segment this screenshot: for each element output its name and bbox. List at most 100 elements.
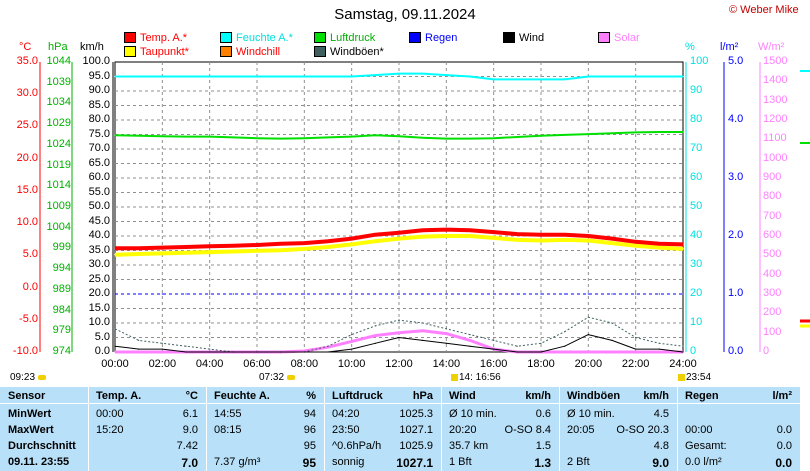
tick-temp: 25.0 bbox=[16, 119, 38, 132]
cell-value: 1.3 bbox=[534, 456, 551, 470]
data-point-tempa bbox=[351, 237, 353, 240]
data-point-taupunkt bbox=[114, 254, 116, 256]
data-point-wind bbox=[327, 351, 329, 353]
data-point-feuchtea bbox=[232, 75, 234, 78]
sun-icon bbox=[37, 375, 46, 380]
data-point-windben bbox=[161, 342, 163, 344]
tick-temp: 20.0 bbox=[16, 151, 38, 164]
tick-humidity: 20 bbox=[690, 287, 703, 299]
col-unit: km/h bbox=[643, 390, 669, 402]
tick-wind: 85.0 bbox=[88, 98, 110, 111]
data-point-feuchtea bbox=[398, 73, 400, 75]
data-point-luftdruck bbox=[161, 135, 163, 137]
data-point-feuchtea bbox=[114, 75, 116, 78]
tick-wind: 0.0 bbox=[94, 345, 110, 357]
tick-pressure: 984 bbox=[52, 303, 71, 316]
data-point-wind bbox=[658, 348, 660, 350]
tick-rain: 1.0 bbox=[728, 287, 744, 299]
data-point-solar bbox=[611, 351, 613, 353]
data-point-regen bbox=[232, 293, 234, 295]
data-point-windben bbox=[445, 328, 447, 330]
tick-rain: 4.0 bbox=[728, 113, 744, 125]
legend-label-windchill: Windchill bbox=[236, 45, 281, 58]
legend-item-solar: Solar bbox=[598, 31, 640, 44]
data-point-regen bbox=[209, 293, 211, 295]
tick-x: 18:00 bbox=[527, 358, 555, 370]
data-point-feuchtea bbox=[351, 75, 353, 78]
tick-pressure: 1019 bbox=[46, 158, 71, 171]
legend-item-dewpoint: Taupunkt* bbox=[124, 45, 189, 58]
legend: Temp. A.* Feuchte A.* Luftdruck Regen Wi… bbox=[0, 31, 760, 59]
data-point-feuchtea bbox=[280, 75, 282, 78]
cell-value: 7.42 bbox=[176, 440, 198, 452]
data-point-feuchtea bbox=[469, 75, 471, 78]
cell-value: 1.5 bbox=[535, 440, 551, 452]
cell-value: 1027.1 bbox=[396, 456, 433, 470]
row-label-min: MinWert bbox=[8, 408, 52, 420]
tick-humidity: 60 bbox=[690, 171, 703, 183]
col-header: Windböen bbox=[567, 390, 621, 402]
tick-solar: 1400 bbox=[763, 74, 788, 87]
cell-value: 4.5 bbox=[653, 408, 669, 420]
data-point-regen bbox=[398, 293, 400, 295]
legend-swatch-windchill bbox=[220, 46, 232, 57]
data-point-luftdruck bbox=[303, 137, 305, 139]
cell-value: 4.8 bbox=[653, 440, 669, 452]
data-point-taupunkt bbox=[445, 235, 447, 237]
data-point-feuchtea bbox=[185, 75, 187, 78]
legend-item-wind: Wind bbox=[503, 31, 544, 44]
data-point-regen bbox=[256, 293, 258, 295]
data-point-regen bbox=[185, 293, 187, 295]
cell-label: 20:05 bbox=[567, 424, 595, 436]
cell-label: 23:50 bbox=[332, 424, 360, 436]
data-point-tempa bbox=[682, 243, 684, 245]
cell-value: 9.0 bbox=[182, 424, 198, 436]
tick-x: 12:00 bbox=[385, 358, 413, 370]
data-point-regen bbox=[587, 293, 589, 295]
legend-label-gusts: Windböen* bbox=[330, 45, 384, 58]
data-point-regen bbox=[493, 293, 495, 295]
cell-value: 1025.9 bbox=[399, 440, 433, 452]
data-point-regen bbox=[422, 293, 424, 295]
unit-solar: W/m² bbox=[758, 41, 785, 53]
data-point-taupunkt bbox=[351, 243, 353, 245]
tick-temp: -10.0 bbox=[12, 345, 38, 357]
legend-item-gusts: Windböen* bbox=[314, 45, 384, 58]
data-point-wind bbox=[540, 351, 542, 353]
data-point-solar bbox=[327, 346, 329, 348]
legend-label-humidity: Feuchte A.* bbox=[236, 31, 293, 44]
tick-wind: 15.0 bbox=[88, 301, 110, 314]
row-label-sensor: Sensor bbox=[8, 390, 46, 402]
legend-swatch-temp bbox=[124, 32, 136, 43]
cell-value: O-SO 8.4 bbox=[504, 424, 551, 436]
tick-temp: 0.0 bbox=[22, 280, 38, 293]
unit-rain: l/m² bbox=[720, 41, 739, 53]
tick-pressure: 1014 bbox=[46, 179, 71, 192]
cell-label: Gesamt: bbox=[685, 440, 727, 452]
data-point-taupunkt bbox=[209, 251, 211, 253]
cell-label: 7.37 g/m³ bbox=[214, 456, 261, 468]
cell-label: 0.0 l/m² bbox=[685, 456, 722, 468]
data-point-tempa bbox=[303, 242, 305, 244]
data-point-wind bbox=[398, 336, 400, 339]
data-point-taupunkt bbox=[303, 248, 305, 250]
row-label-current: 09.11. 23:55 bbox=[8, 456, 70, 468]
legend-swatch-wind bbox=[503, 32, 515, 43]
tick-x: 16:00 bbox=[479, 358, 508, 370]
tick-solar: 1300 bbox=[763, 93, 788, 106]
data-point-luftdruck bbox=[422, 137, 424, 139]
data-point-windben bbox=[658, 342, 660, 344]
tick-temp: 10.0 bbox=[16, 216, 38, 229]
tick-solar: 800 bbox=[763, 190, 782, 203]
data-point-wind bbox=[611, 339, 613, 341]
data-point-tempa bbox=[469, 229, 471, 231]
data-point-luftdruck bbox=[327, 136, 329, 138]
legend-label-rain: Regen bbox=[425, 31, 458, 44]
legend-label-dewpoint: Taupunkt* bbox=[140, 45, 189, 58]
table-col-divider bbox=[441, 387, 442, 471]
stats-table: Sensor MinWert MaxWert Durchschnitt 09.1… bbox=[0, 387, 800, 471]
data-point-feuchtea bbox=[635, 75, 637, 78]
data-point-feuchtea bbox=[658, 75, 660, 78]
data-point-regen bbox=[516, 293, 518, 295]
tick-rain: 5.0 bbox=[728, 55, 744, 67]
